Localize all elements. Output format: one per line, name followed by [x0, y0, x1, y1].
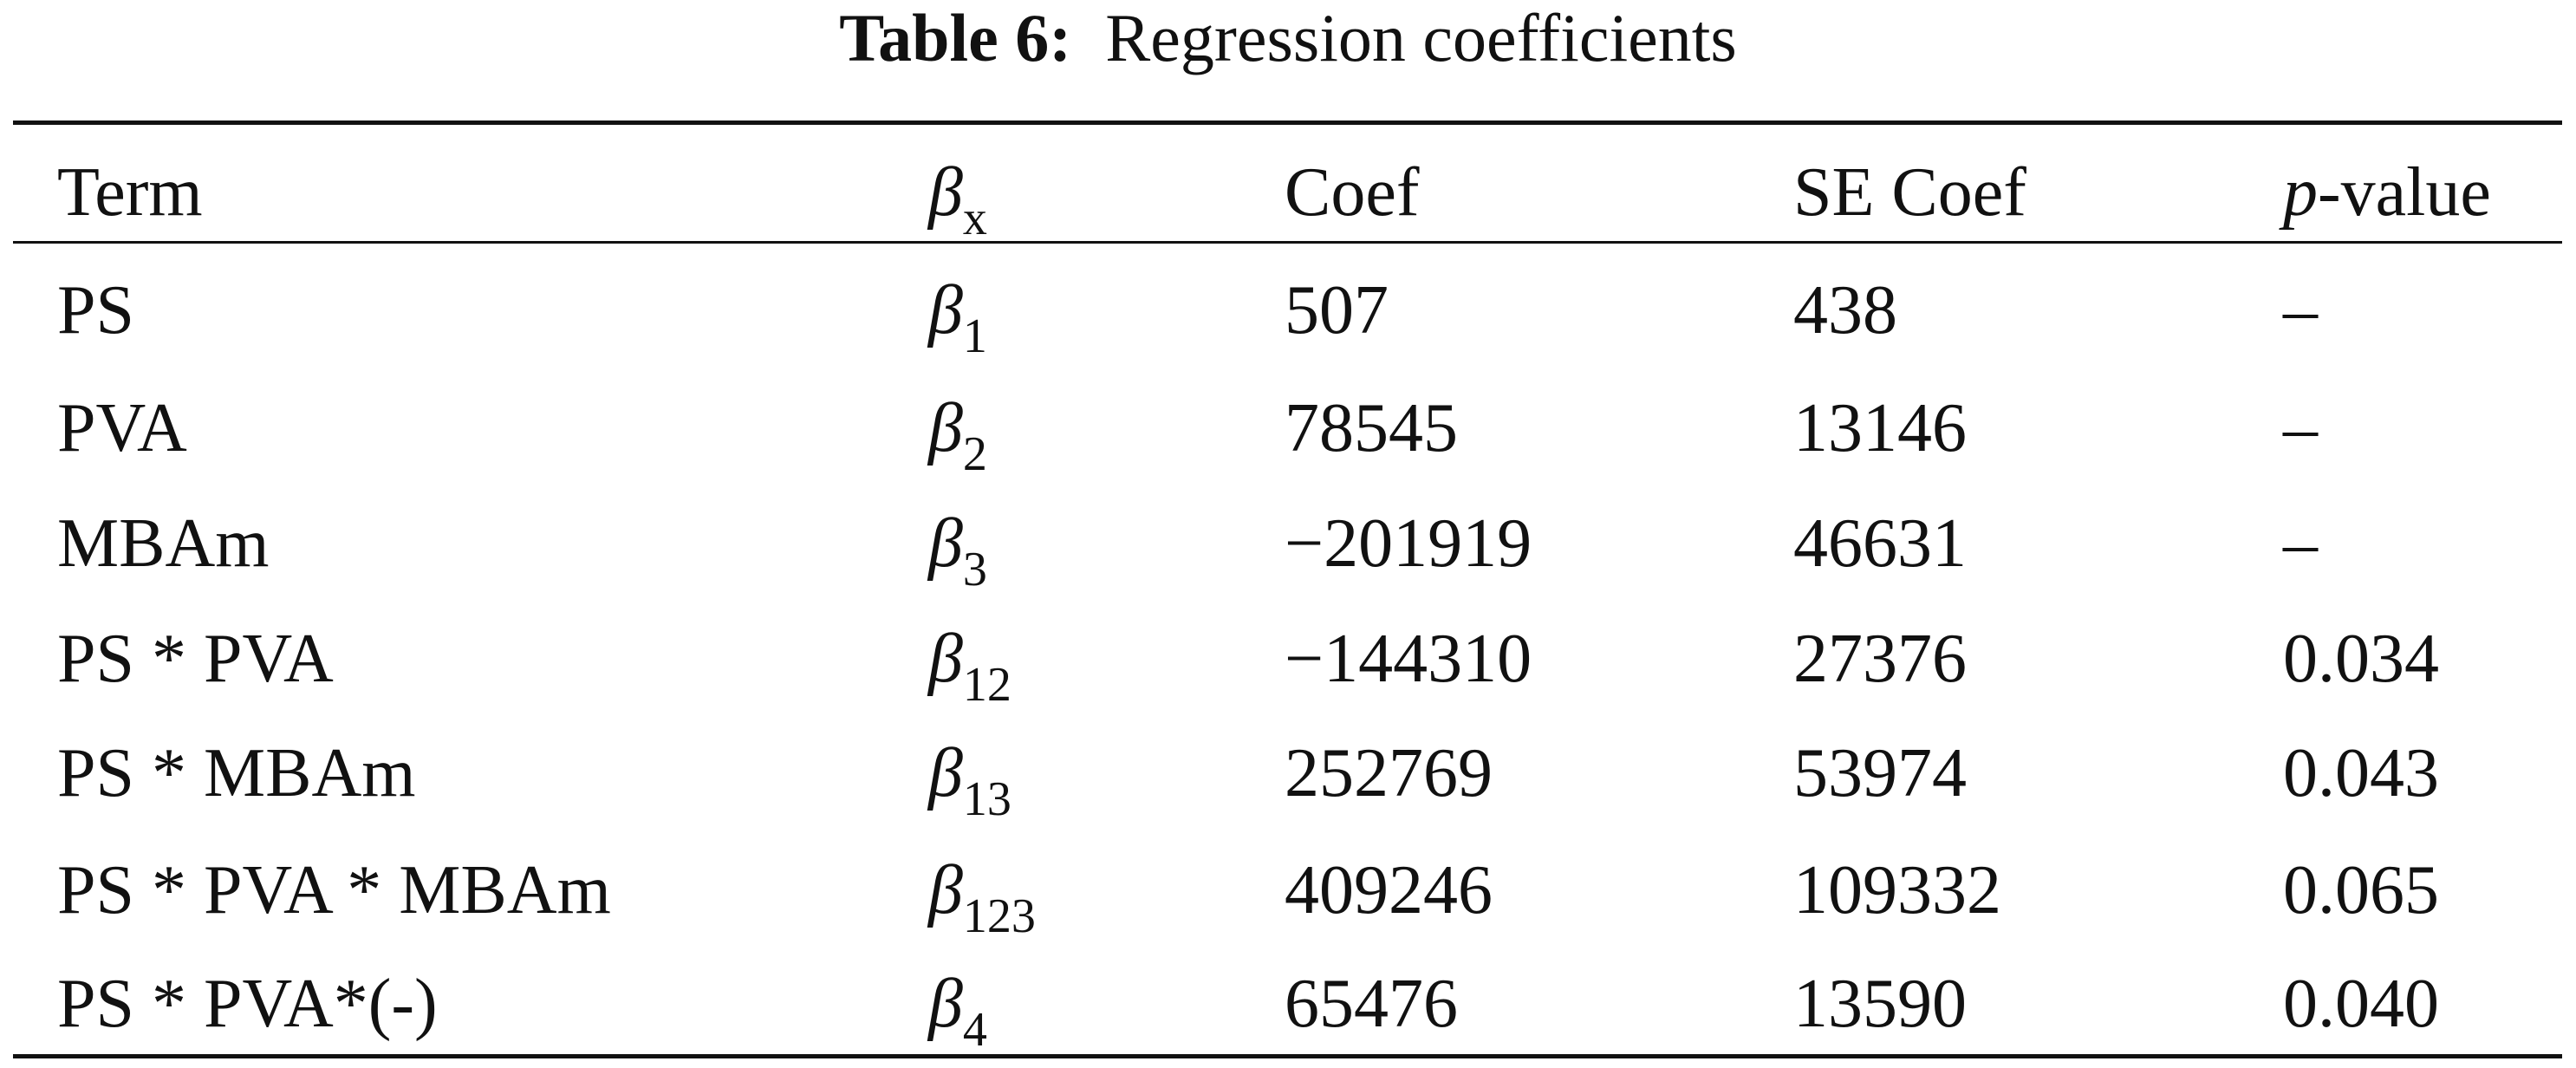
table-cell: 0.043 [2283, 730, 2439, 817]
table-cell: β4 [928, 961, 987, 1057]
subscript: 12 [962, 658, 1012, 712]
table-cell: PS * PVA*(-) [57, 961, 438, 1047]
symbol: β [928, 390, 963, 466]
cell-text: 78545 [1285, 390, 1458, 466]
cell-text: -value [2318, 154, 2491, 231]
header-cell: Coef [1285, 149, 1420, 236]
bottom-rule [13, 1054, 2562, 1058]
cell-text: 65476 [1285, 966, 1458, 1042]
table-cell: 46631 [1793, 500, 1967, 587]
table-cell: 13146 [1793, 385, 1967, 472]
cell-text: 27376 [1793, 621, 1967, 697]
symbol: β [928, 735, 963, 811]
cell-text: PS * PVA*(-) [57, 966, 438, 1042]
table-cell: 409246 [1285, 847, 1493, 934]
table-cell: 0.034 [2283, 615, 2439, 702]
cell-text: SE Coef [1793, 154, 2026, 231]
italic-text: p [2283, 154, 2318, 231]
cell-text: 507 [1285, 272, 1389, 348]
cell-text: PS * PVA * MBAm [57, 852, 611, 928]
table-cell: 65476 [1285, 961, 1458, 1047]
table-cell: PS * MBAm [57, 730, 415, 817]
subscript: 2 [962, 427, 987, 481]
cell-text: – [2283, 272, 2318, 348]
cell-text: 109332 [1793, 852, 2001, 928]
table-cell: −144310 [1285, 615, 1532, 702]
table-cell: PVA [57, 385, 187, 472]
cell-text: PS * PVA [57, 621, 334, 697]
subscript: 123 [962, 889, 1036, 943]
table-cell: PS * PVA * MBAm [57, 847, 611, 934]
symbol: β [928, 272, 963, 348]
table-cell: 109332 [1793, 847, 2001, 934]
header-rule [13, 241, 2562, 244]
subscript: 3 [962, 543, 987, 596]
cell-text: 46631 [1793, 505, 1967, 582]
cell-text: 0.034 [2283, 621, 2439, 697]
subscript: 13 [962, 772, 1012, 826]
cell-text: – [2283, 505, 2318, 582]
symbol: β [928, 154, 963, 231]
header-cell: Term [57, 149, 203, 236]
table-cell: β12 [928, 615, 1012, 712]
table-cell: β13 [928, 730, 1012, 826]
table-caption: Table 6: Regression coefficients [0, 0, 2576, 76]
subscript: x [962, 192, 987, 245]
table-cell: 507 [1285, 267, 1389, 354]
header-cell: βx [928, 149, 987, 245]
table-cell: 27376 [1793, 615, 1967, 702]
cell-text: PS * MBAm [57, 735, 416, 811]
cell-text: Term [57, 154, 203, 231]
symbol: β [928, 505, 963, 582]
cell-text: 438 [1793, 272, 1897, 348]
cell-text: Coef [1285, 154, 1420, 231]
cell-text: PS [57, 272, 134, 348]
table-cell: – [2283, 500, 2318, 587]
cell-text: −201919 [1285, 505, 1532, 582]
caption-text: Regression coefficients [1105, 0, 1737, 75]
cell-text: 0.043 [2283, 735, 2439, 811]
symbol: β [928, 966, 963, 1042]
caption-label: Table 6: [839, 0, 1072, 75]
header-cell: p-value [2283, 149, 2491, 236]
table-cell: 53974 [1793, 730, 1967, 817]
table-cell: 13590 [1793, 961, 1967, 1047]
table-cell: PS * PVA [57, 615, 334, 702]
table-cell: 0.040 [2283, 961, 2439, 1047]
cell-text: 252769 [1285, 735, 1493, 811]
cell-text: PVA [57, 390, 187, 466]
table-cell: β2 [928, 385, 987, 481]
table-cell: β123 [928, 847, 1036, 943]
symbol: β [928, 621, 963, 697]
cell-text: – [2283, 390, 2318, 466]
cell-text: MBAm [57, 505, 270, 582]
table-cell: 252769 [1285, 730, 1493, 817]
table-cell: 438 [1793, 267, 1897, 354]
subscript: 4 [962, 1003, 987, 1057]
header-cell: SE Coef [1793, 149, 2026, 236]
table-cell: β1 [928, 267, 987, 363]
table-cell: 78545 [1285, 385, 1458, 472]
table-cell: β3 [928, 500, 987, 596]
cell-text: 53974 [1793, 735, 1967, 811]
cell-text: 409246 [1285, 852, 1493, 928]
cell-text: −144310 [1285, 621, 1532, 697]
cell-text: 13590 [1793, 966, 1967, 1042]
table-cell: MBAm [57, 500, 270, 587]
top-rule [13, 120, 2562, 125]
table-cell: −201919 [1285, 500, 1532, 587]
cell-text: 0.065 [2283, 852, 2439, 928]
table-cell: PS [57, 267, 134, 354]
cell-text: 13146 [1793, 390, 1967, 466]
table-cell: 0.065 [2283, 847, 2439, 934]
table-cell: – [2283, 267, 2318, 354]
cell-text: 0.040 [2283, 966, 2439, 1042]
subscript: 1 [962, 309, 987, 363]
table-cell: – [2283, 385, 2318, 472]
symbol: β [928, 852, 963, 928]
